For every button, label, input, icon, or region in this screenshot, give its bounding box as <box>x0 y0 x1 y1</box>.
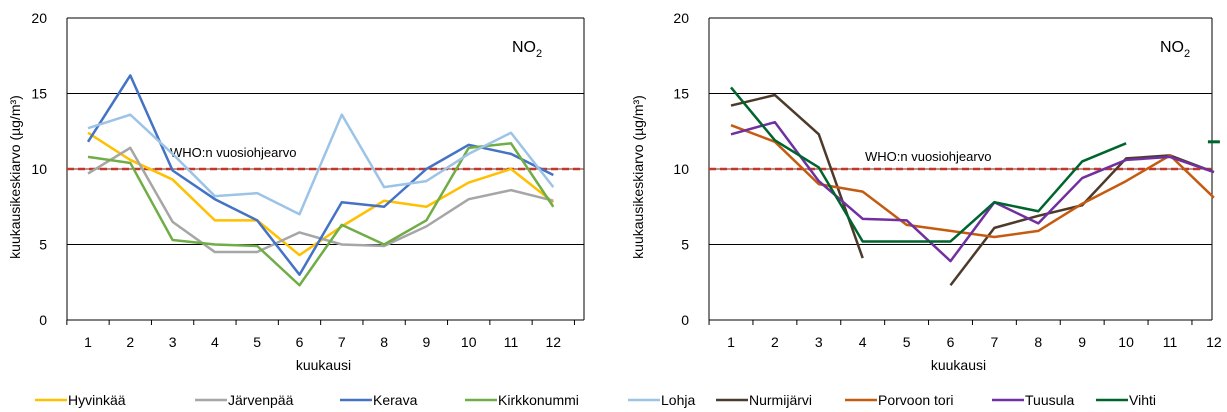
series-line-tuusula <box>730 120 1215 263</box>
x-axis-title: kuukausi <box>296 357 351 373</box>
x-tick-label: 9 <box>1078 334 1086 350</box>
y-axis-title: kuukausikeskiarvo (µg/m³) <box>630 95 646 259</box>
x-tick-label: 8 <box>380 334 388 350</box>
x-tick-label: 8 <box>1034 334 1042 350</box>
x-tick-label: 11 <box>1163 334 1178 350</box>
panel-tag-sub: 2 <box>536 48 542 60</box>
legend-label: Hyvinkää <box>68 392 126 408</box>
who-reference-label: WHO:n vuosiohjearvo <box>865 149 991 164</box>
x-tick-label: 3 <box>169 334 177 350</box>
x-tick-label: 5 <box>253 334 261 350</box>
series-line-nurmijärvi <box>730 93 864 259</box>
x-tick-label: 10 <box>1118 334 1134 350</box>
panel-tag-main: NO <box>512 39 536 56</box>
y-tick-label: 0 <box>39 312 47 328</box>
y-tick-label: 10 <box>31 161 47 177</box>
y-tick-label: 15 <box>31 86 47 102</box>
legend-item: Lohja <box>628 392 695 408</box>
x-tick-label: 4 <box>211 334 219 350</box>
legend-label: Lohja <box>661 392 695 408</box>
series-line-vihti <box>730 86 1127 243</box>
y-tick-label: 5 <box>681 237 689 253</box>
y-tick-label: 15 <box>673 86 689 102</box>
legend-item: Vihti <box>1096 392 1156 408</box>
legend-label: Porvoon tori <box>878 392 953 408</box>
x-tick-label: 11 <box>504 334 519 350</box>
legend-label: Kirkkonummi <box>498 392 579 408</box>
legend-item: Porvoon tori <box>845 392 953 408</box>
legend-item: Nurmijärvi <box>716 392 812 408</box>
x-tick-label: 1 <box>727 334 735 350</box>
panel-tag-main: NO <box>1160 39 1184 56</box>
panel-tag-sub: 2 <box>1184 48 1190 60</box>
x-axis-title: kuukausi <box>931 357 986 373</box>
panel-tag: NO2 <box>1160 39 1190 60</box>
legend-item: Tuusula <box>992 392 1075 408</box>
x-tick-label: 12 <box>1206 334 1222 350</box>
y-tick-label: 5 <box>39 237 47 253</box>
legend-item: Järvenpää <box>195 392 294 408</box>
y-tick-label: 0 <box>681 312 689 328</box>
legend-label: Kerava <box>373 392 418 408</box>
series-line-porvoon-tori <box>730 124 1215 239</box>
legend-label: Tuusula <box>1025 392 1075 408</box>
legend-item: Hyvinkää <box>35 392 126 408</box>
x-tick-label: 12 <box>546 334 562 350</box>
legend-label: Järvenpää <box>228 392 294 408</box>
series-line-nurmijärvi <box>949 154 1215 287</box>
series-line-lohja <box>87 113 555 216</box>
y-tick-label: 20 <box>673 10 689 26</box>
series-line-kirkkonummi <box>87 142 555 287</box>
y-tick-label: 20 <box>31 10 47 26</box>
x-tick-label: 5 <box>903 334 911 350</box>
y-axis-title: kuukausikeskiarvo (µg/m³) <box>7 95 23 259</box>
x-tick-label: 2 <box>771 334 779 350</box>
x-tick-label: 6 <box>947 334 955 350</box>
x-tick-label: 7 <box>338 334 346 350</box>
legend-item: Kerava <box>340 392 418 408</box>
legend-item: Kirkkonummi <box>465 392 579 408</box>
x-tick-label: 2 <box>126 334 134 350</box>
x-tick-label: 4 <box>859 334 867 350</box>
panel-tag: NO2 <box>512 39 542 60</box>
who-reference-label: WHO:n vuosiohjearvo <box>170 145 296 160</box>
x-tick-label: 7 <box>991 334 999 350</box>
x-tick-label: 1 <box>84 334 92 350</box>
x-tick-label: 3 <box>815 334 823 350</box>
x-tick-label: 9 <box>423 334 431 350</box>
legend-label: Vihti <box>1129 392 1156 408</box>
legend-label: Nurmijärvi <box>749 392 812 408</box>
y-tick-label: 10 <box>673 161 689 177</box>
x-tick-label: 10 <box>461 334 477 350</box>
x-tick-label: 6 <box>296 334 304 350</box>
